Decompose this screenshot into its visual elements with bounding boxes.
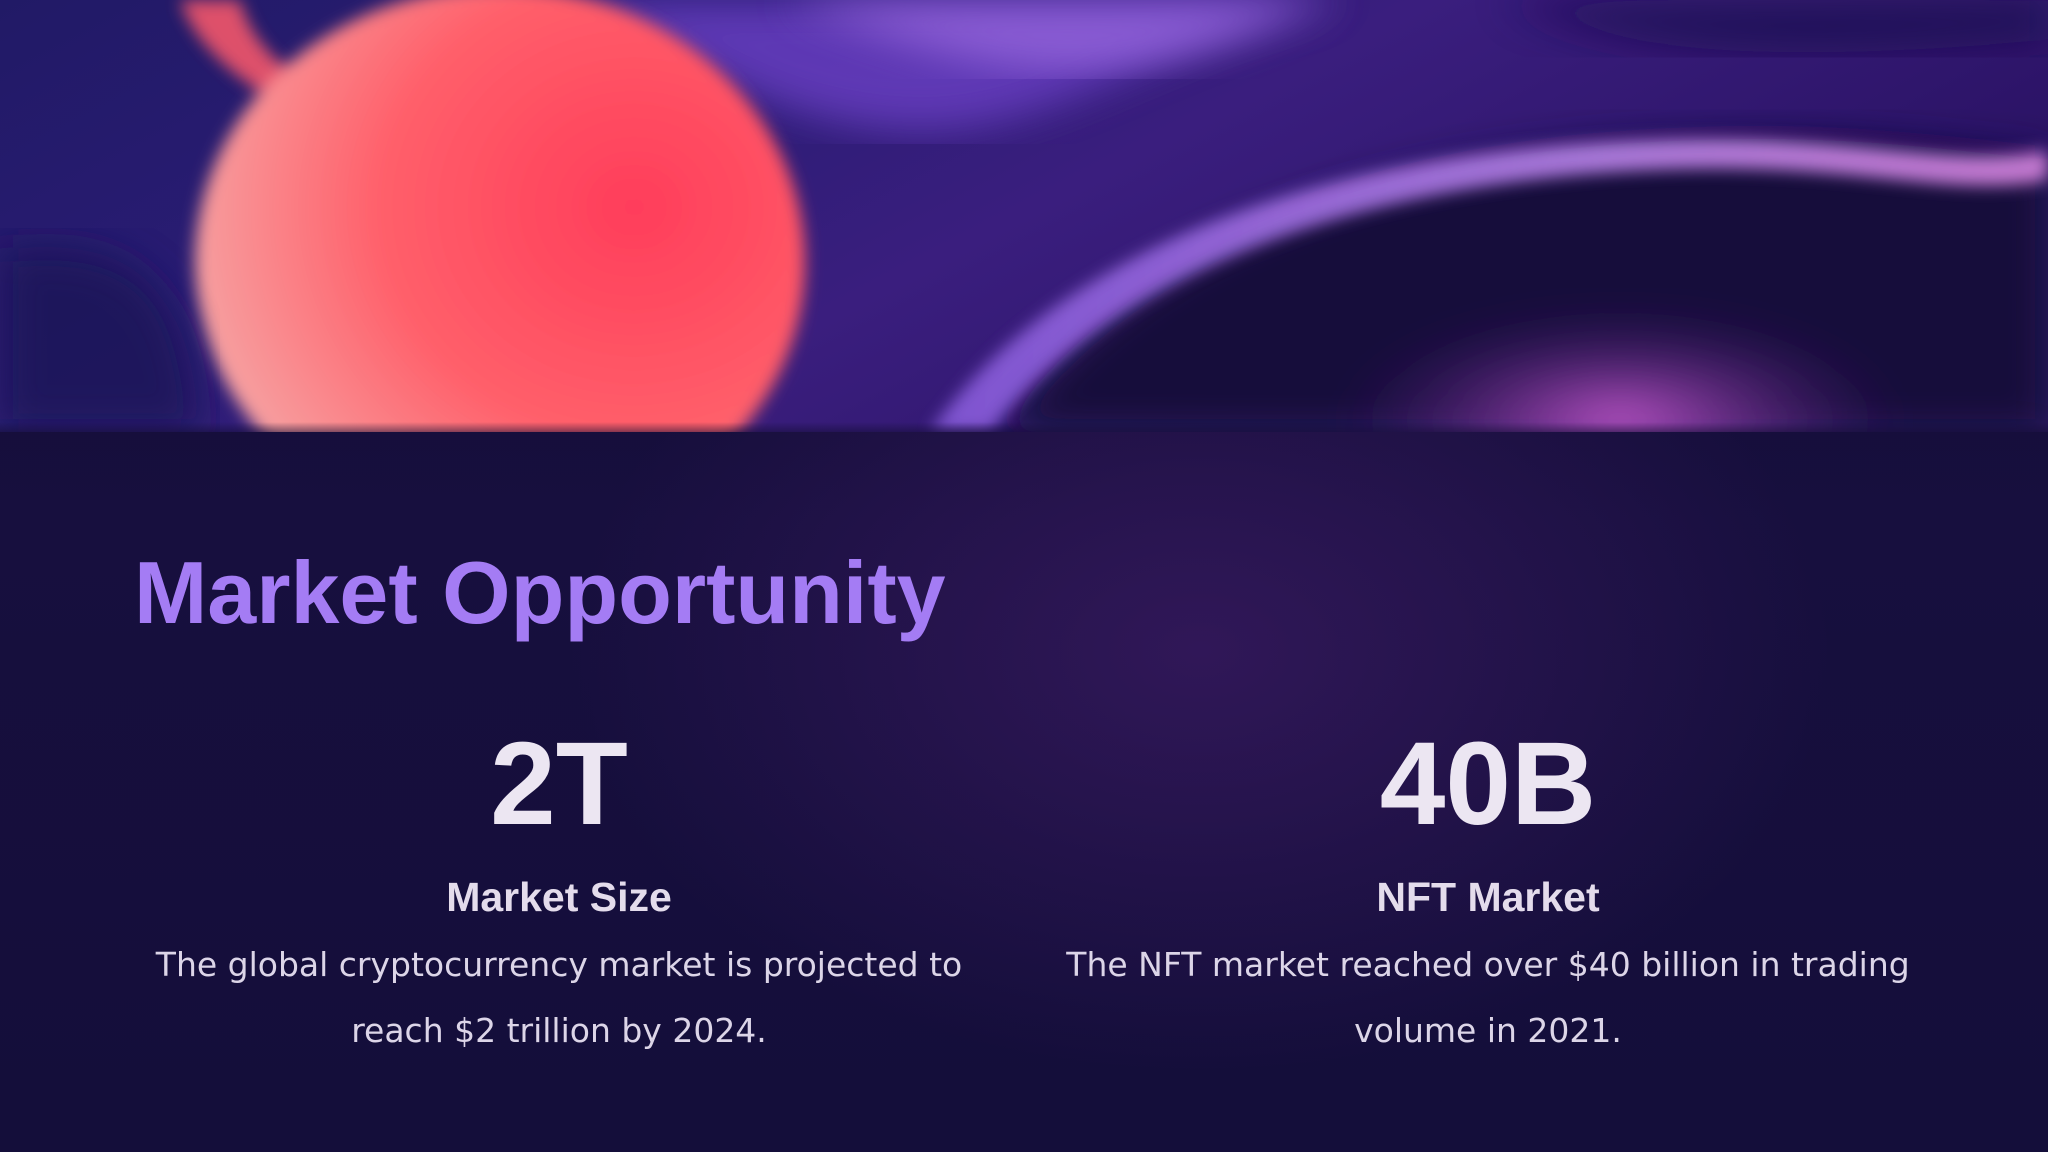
stat-label: Market Size: [446, 874, 672, 920]
stat-market-size: 2T Market Size The global cryptocurrency…: [109, 718, 1009, 1064]
stat-nft-market: 40B NFT Market The NFT market reached ov…: [1038, 718, 1938, 1064]
hero-abstract-image: [0, 0, 2048, 432]
stat-description: The global cryptocurrency market is proj…: [155, 945, 963, 1050]
stat-value: 40B: [1379, 718, 1597, 850]
stat-description: The NFT market reached over $40 billion …: [1066, 945, 1910, 1050]
hero-fade: [0, 422, 2048, 432]
stat-value: 2T: [490, 718, 628, 850]
stat-label: NFT Market: [1376, 874, 1600, 920]
page-title: Market Opportunity: [134, 543, 946, 642]
